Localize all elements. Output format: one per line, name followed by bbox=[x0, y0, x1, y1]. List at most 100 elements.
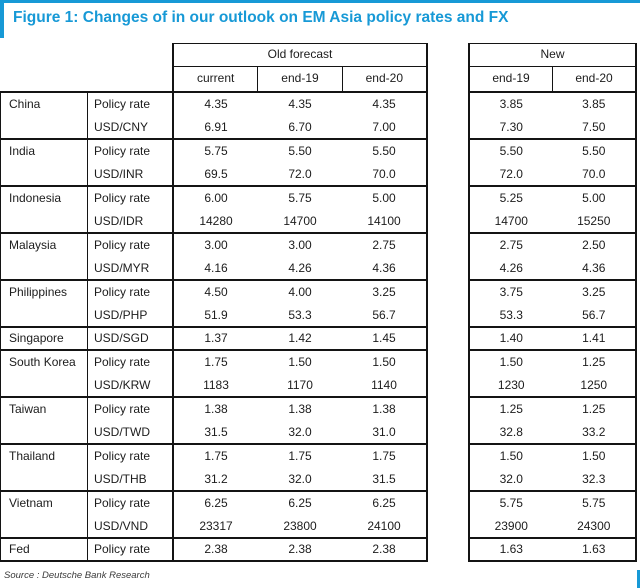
corner-accent-bar bbox=[637, 570, 640, 588]
new-value-row: 53.3 56.7 bbox=[470, 304, 635, 327]
old-value-row: 23317 23800 24100 bbox=[174, 515, 426, 538]
new-value-cell: 56.7 bbox=[582, 307, 606, 322]
indicator-cell: USD/CNY bbox=[94, 119, 149, 134]
left-old-section: Malaysia Policy rate USD/MYR 3.00 3.00 2.75 4.… bbox=[0, 232, 428, 279]
old-value-cell: 1.50 bbox=[372, 355, 396, 369]
old-value-cell: 4.36 bbox=[372, 260, 396, 275]
new-value-cell: 1.41 bbox=[582, 331, 606, 345]
old-value-row: 1183 1170 1140 bbox=[174, 374, 426, 397]
new-value-row: 72.0 70.0 bbox=[470, 163, 635, 186]
old-value-cell: 31.0 bbox=[372, 424, 396, 439]
old-value-cell: 5.50 bbox=[288, 144, 312, 158]
table-gap bbox=[428, 490, 468, 537]
indicator-cell: USD/KRW bbox=[94, 377, 151, 392]
old-value-cell: 31.2 bbox=[204, 471, 228, 486]
table-gap bbox=[428, 443, 468, 490]
figure-title: Figure 1: Changes of in our outlook on E… bbox=[13, 9, 509, 26]
new-forecast-values: 2.75 2.50 4.26 4.36 bbox=[468, 232, 637, 279]
col-header-new-end-20: end-20 bbox=[552, 67, 635, 91]
indicator-cell: Policy rate bbox=[94, 97, 151, 111]
new-value-cell: 3.85 bbox=[582, 97, 606, 111]
old-value-cell: 53.3 bbox=[288, 307, 312, 322]
indicator-column: Policy rate USD/VND bbox=[87, 492, 172, 537]
old-forecast-values: 1.75 1.50 1.50 1183 1170 1140 bbox=[172, 351, 428, 396]
indicator-column: Policy rate bbox=[87, 539, 172, 560]
old-value-row: 5.75 5.50 5.50 bbox=[174, 140, 426, 163]
old-value-cell: 6.00 bbox=[204, 191, 228, 205]
new-value-cell: 15250 bbox=[577, 213, 611, 228]
new-value-row: 1.40 1.41 bbox=[470, 328, 635, 349]
new-forecast-values: 3.75 3.25 53.3 56.7 bbox=[468, 279, 637, 326]
new-forecast-values: 5.50 5.50 72.0 70.0 bbox=[468, 138, 637, 185]
left-old-section: Thailand Policy rate USD/THB 1.75 1.75 1.75 31… bbox=[0, 443, 428, 490]
table-header-row-1: Old forecast New bbox=[0, 43, 637, 66]
old-value-cell: 1.37 bbox=[204, 331, 228, 345]
left-old-section: Vietnam Policy rate USD/VND 6.25 6.25 6.25 233… bbox=[0, 490, 428, 537]
indicator-column: Policy rate USD/IDR bbox=[87, 187, 172, 232]
country-cell: Singapore bbox=[9, 331, 64, 345]
indicator-cell: Policy rate bbox=[94, 238, 151, 252]
new-forecast-values: 5.75 5.75 23900 24300 bbox=[468, 490, 637, 537]
new-value-cell: 33.2 bbox=[582, 424, 606, 439]
old-value-cell: 6.70 bbox=[288, 119, 312, 134]
old-value-row: 3.00 3.00 2.75 bbox=[174, 234, 426, 257]
new-value-cell: 32.0 bbox=[499, 471, 523, 486]
old-forecast-values: 1.37 1.42 1.45 bbox=[172, 328, 428, 349]
table-gap bbox=[428, 232, 468, 279]
indicator-cell: Policy rate bbox=[94, 355, 151, 369]
old-forecast-values: 6.00 5.75 5.00 14280 14700 14100 bbox=[172, 187, 428, 232]
new-value-cell: 5.50 bbox=[499, 144, 523, 158]
old-value-cell: 2.38 bbox=[204, 542, 228, 556]
table-group: Philippines Policy rate USD/PHP 4.50 4.00 3.2… bbox=[0, 279, 637, 326]
new-column-headers: end-19 end-20 bbox=[468, 66, 637, 91]
new-value-cell: 32.8 bbox=[499, 424, 523, 439]
old-value-cell: 1.75 bbox=[372, 449, 396, 463]
old-forecast-values: 5.75 5.50 5.50 69.5 72.0 70.0 bbox=[172, 140, 428, 185]
new-value-cell: 70.0 bbox=[582, 166, 606, 181]
old-value-cell: 1.50 bbox=[288, 355, 312, 369]
indicator-column: Policy rate USD/CNY bbox=[87, 93, 172, 138]
old-value-cell: 70.0 bbox=[372, 166, 396, 181]
indicator-cell: USD/MYR bbox=[94, 260, 150, 275]
old-value-cell: 3.25 bbox=[372, 285, 396, 299]
country-cell: Thailand bbox=[9, 449, 56, 463]
new-value-cell: 1.63 bbox=[582, 542, 606, 556]
new-value-cell: 2.50 bbox=[582, 238, 606, 252]
old-value-cell: 1.45 bbox=[372, 331, 396, 345]
old-value-row: 6.91 6.70 7.00 bbox=[174, 116, 426, 139]
new-value-cell: 5.00 bbox=[582, 191, 606, 205]
old-value-row: 1.38 1.38 1.38 bbox=[174, 398, 426, 421]
old-value-row: 4.50 4.00 3.25 bbox=[174, 281, 426, 304]
left-old-section: India Policy rate USD/INR 5.75 5.50 5.50 69.5 7… bbox=[0, 138, 428, 185]
new-value-cell: 14700 bbox=[494, 213, 528, 228]
new-value-cell: 23900 bbox=[494, 518, 528, 533]
new-value-cell: 1.50 bbox=[499, 355, 523, 369]
old-value-cell: 69.5 bbox=[204, 166, 228, 181]
left-old-section: Philippines Policy rate USD/PHP 4.50 4.00 3.2… bbox=[0, 279, 428, 326]
indicator-column: Policy rate USD/MYR bbox=[87, 234, 172, 279]
old-value-cell: 1170 bbox=[287, 377, 313, 392]
table-header-row-2: current end-19 end-20 end-19 end-20 bbox=[0, 66, 637, 91]
new-forecast-values: 1.40 1.41 bbox=[468, 326, 637, 349]
new-value-cell: 72.0 bbox=[499, 166, 523, 181]
old-forecast-values: 1.75 1.75 1.75 31.2 32.0 31.5 bbox=[172, 445, 428, 490]
new-value-cell: 1250 bbox=[580, 377, 608, 392]
old-forecast-header: Old forecast bbox=[172, 43, 428, 66]
country-cell: South Korea bbox=[9, 355, 76, 369]
new-forecast-values: 1.50 1.50 32.0 32.3 bbox=[468, 443, 637, 490]
new-value-cell: 1.25 bbox=[582, 402, 606, 416]
country-cell: China bbox=[9, 97, 41, 111]
left-old-section: South Korea Policy rate USD/KRW 1.75 1.50 1.5… bbox=[0, 349, 428, 396]
new-value-row: 1.63 1.63 bbox=[470, 539, 635, 560]
old-value-cell: 14700 bbox=[283, 213, 317, 228]
new-value-cell: 3.75 bbox=[499, 285, 523, 299]
table-gap bbox=[428, 91, 468, 138]
old-value-cell: 1.75 bbox=[204, 355, 228, 369]
old-value-cell: 1.42 bbox=[288, 331, 312, 345]
header-spacer bbox=[0, 66, 172, 91]
col-header-new-end-19: end-19 bbox=[492, 71, 530, 85]
old-column-headers: current end-19 end-20 bbox=[172, 66, 428, 91]
new-value-row: 5.75 5.75 bbox=[470, 492, 635, 515]
new-value-row: 3.75 3.25 bbox=[470, 281, 635, 304]
table-group: Singapore USD/SGD 1.37 1.42 1.45 1.40 1.41 bbox=[0, 326, 637, 349]
